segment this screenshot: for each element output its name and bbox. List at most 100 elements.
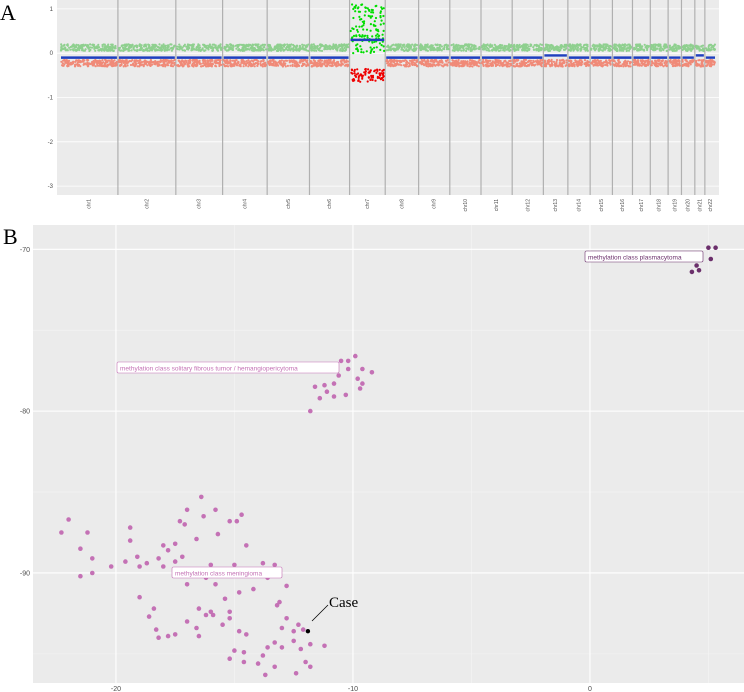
probe-point xyxy=(251,46,254,49)
probe-point xyxy=(411,59,414,62)
probe-point xyxy=(165,49,169,52)
probe-point xyxy=(394,59,397,62)
probe-point xyxy=(65,59,68,62)
tsne-point xyxy=(317,395,323,401)
probe-point xyxy=(114,62,117,65)
probe-point xyxy=(364,6,367,9)
probe-point xyxy=(303,63,306,66)
probe-point xyxy=(288,43,291,47)
probe-point xyxy=(94,49,97,52)
probe-point xyxy=(284,59,287,62)
tsne-point xyxy=(135,554,140,560)
tsne-point xyxy=(201,514,206,519)
probe-point xyxy=(332,60,335,64)
tsne-point xyxy=(172,559,178,564)
probe-point xyxy=(400,60,403,63)
probe-point xyxy=(673,49,677,53)
probe-point xyxy=(374,79,377,82)
probe-point xyxy=(712,46,715,49)
probe-point xyxy=(114,45,117,48)
probe-point xyxy=(215,59,218,62)
probe-point xyxy=(162,62,165,65)
probe-point xyxy=(268,46,271,50)
tsne-point xyxy=(241,650,247,655)
probe-point xyxy=(59,49,63,52)
probe-point xyxy=(360,74,363,77)
probe-point xyxy=(632,63,635,66)
probe-point xyxy=(587,60,590,63)
probe-point xyxy=(459,44,462,48)
probe-point xyxy=(128,45,131,48)
probe-point xyxy=(127,49,130,52)
probe-point xyxy=(342,43,345,46)
probe-point xyxy=(582,46,585,49)
probe-point xyxy=(434,43,437,46)
probe-point xyxy=(562,62,566,65)
probe-point xyxy=(166,64,169,67)
probe-point xyxy=(599,63,603,66)
probe-point xyxy=(355,34,358,37)
tsne-point xyxy=(298,646,304,652)
tsne-point xyxy=(66,517,71,522)
probe-point xyxy=(655,61,658,64)
probe-point xyxy=(690,49,693,52)
probe-point xyxy=(399,45,402,48)
probe-point xyxy=(585,48,589,51)
tsne-point xyxy=(227,656,232,661)
tsne-point xyxy=(263,672,268,678)
probe-point xyxy=(695,63,698,66)
probe-point xyxy=(313,63,316,66)
probe-point xyxy=(64,61,67,64)
tsne-point xyxy=(161,543,166,548)
probe-point xyxy=(367,68,370,71)
probe-point xyxy=(615,65,618,68)
probe-point xyxy=(247,45,250,48)
probe-point xyxy=(236,46,239,49)
probe-point xyxy=(519,62,522,65)
probe-point xyxy=(127,61,130,64)
probe-point xyxy=(361,20,364,23)
probe-point xyxy=(290,43,293,46)
probe-point xyxy=(474,45,477,48)
probe-point xyxy=(337,62,340,65)
probe-point xyxy=(369,78,372,81)
probe-point xyxy=(208,64,211,67)
tsne-point xyxy=(689,269,695,275)
probe-point xyxy=(698,59,701,62)
tsne-point xyxy=(251,586,256,592)
probe-point xyxy=(123,48,126,52)
probe-point xyxy=(466,64,469,67)
probe-point xyxy=(496,63,499,66)
probe-point xyxy=(277,64,280,67)
probe-point xyxy=(106,49,109,52)
probe-point xyxy=(438,46,441,50)
probe-point xyxy=(61,62,64,65)
probe-point xyxy=(674,58,677,62)
probe-point xyxy=(377,30,380,33)
probe-point xyxy=(76,61,79,65)
probe-point xyxy=(675,46,678,49)
probe-point xyxy=(471,65,474,68)
tsne-point xyxy=(322,382,327,388)
probe-point xyxy=(686,46,690,49)
tsne-point xyxy=(706,245,711,250)
tsne-point xyxy=(232,648,237,653)
probe-point xyxy=(97,49,100,52)
probe-point xyxy=(508,49,511,52)
probe-point xyxy=(107,59,110,62)
probe-point xyxy=(355,25,358,28)
probe-point xyxy=(310,60,313,64)
tsne-points xyxy=(59,245,718,678)
probe-point xyxy=(503,64,506,67)
probe-point xyxy=(152,46,155,50)
probe-point xyxy=(352,7,355,11)
probe-point xyxy=(608,46,611,49)
probe-point xyxy=(237,60,240,63)
probe-point xyxy=(634,47,637,51)
probe-point xyxy=(243,46,246,49)
probe-point xyxy=(412,48,415,51)
probe-point xyxy=(689,62,692,65)
probe-point xyxy=(324,64,327,68)
probe-point xyxy=(381,33,384,36)
probe-point xyxy=(264,61,267,64)
